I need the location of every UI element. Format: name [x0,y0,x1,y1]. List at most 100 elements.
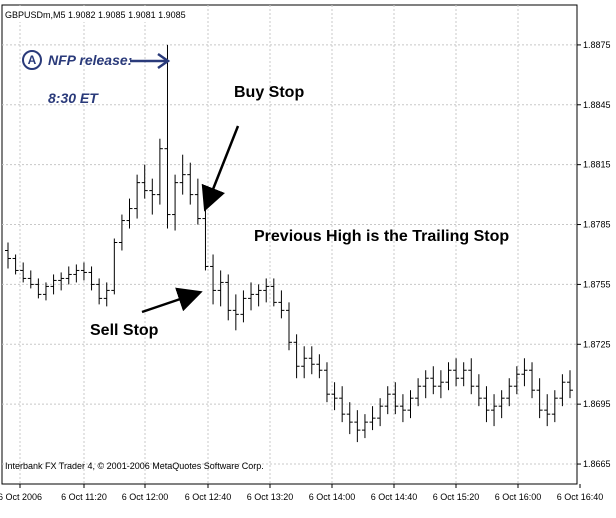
ohlc-bar [551,390,558,423]
ohlc-bar [217,270,224,307]
ohlc-bar [164,44,171,229]
x-tick-label: 6 Oct 16:00 [495,492,542,502]
ohlc-bar [399,394,406,423]
plot-frame [1,4,578,485]
ohlc-bar [134,174,141,219]
ohlc-bar [286,302,292,351]
chart-footer: Interbank FX Trader 4, © 2001-2006 MetaQ… [5,461,264,471]
ohlc-bar [118,214,125,251]
ohlc-bar [354,410,361,443]
trailing-stop-label: Previous High is the Trailing Stop [254,228,510,245]
x-tick-label: 6 Oct 12:00 [122,492,169,502]
ohlc-bar [5,242,11,269]
ohlc-bar [255,284,262,307]
ohlc-bar [187,162,194,205]
ohlc-bar [339,386,346,423]
ohlc-bar [149,178,156,215]
x-tick-label: 6 Oct 12:40 [185,492,232,502]
marker-a-icon: A [22,50,42,70]
ohlc-bar [301,346,308,379]
nfp-arrow-head-icon [157,52,171,70]
x-tick-label: 6 Oct 14:00 [309,492,356,502]
ohlc-bar [88,266,95,291]
ohlc-bar [172,174,179,231]
ohlc-bar [80,262,87,281]
ohlc-bar [232,294,239,331]
ohlc-bar [468,358,475,395]
ohlc-bar [460,362,467,387]
ohlc-bar [308,346,315,375]
y-tick-label: 1.8785 [583,220,611,230]
ohlc-bar [475,374,482,407]
chart-header: GBPUSDm,M5 1.9082 1.9085 1.9081 1.9085 [5,10,186,20]
ohlc-bar [430,366,437,395]
ohlc-bar [415,378,422,407]
ohlc-bar [202,206,209,271]
ohlc-bar [96,278,103,305]
ohlc-bar [35,278,42,299]
y-tick-label: 1.8695 [583,399,611,409]
ohlc-bar [407,390,414,419]
buy-stop-label: Buy Stop [234,84,305,101]
nfp-time-label: 8:30 ET [48,90,98,106]
ohlc-bar [323,362,330,403]
y-tick-label: 1.8665 [583,459,611,469]
ohlc-bar [58,272,65,291]
ohlc-bar [225,274,232,321]
ohlc-bar [65,266,72,285]
y-tick-label: 1.8815 [583,160,611,170]
ohlc-bar [529,362,536,399]
ohlc-bar [422,370,429,399]
x-tick-label: 6 Oct 2006 [0,492,42,502]
ohlc-bar [194,178,201,225]
x-tick-label: 6 Oct 14:40 [371,492,418,502]
y-tick-label: 1.8875 [583,40,611,50]
x-tick-label: 6 Oct 13:20 [247,492,294,502]
ohlc-bar [179,154,186,195]
ohlc-bar [544,394,551,427]
ohlc-bar [103,282,110,307]
ohlc-bar [20,262,27,283]
ohlc-bar [42,282,49,301]
ohlc-bar [27,270,34,289]
ohlc-bar [491,394,498,427]
ohlc-bar [369,406,376,431]
ohlc-bar [73,264,80,283]
ohlc-bar [498,390,505,419]
ohlc-bar [293,334,300,379]
ohlc-bar [210,254,217,305]
ohlc-bar [316,354,323,379]
ohlc-bar [346,402,353,435]
ohlc-bar [263,278,270,303]
ohlc-bar [240,290,247,323]
ohlc-bar [567,370,573,399]
ohlc-bar [156,138,163,205]
buy-stop-arrow-icon [201,125,240,212]
ohlc-bar [483,386,490,423]
sell-stop-arrow-icon [141,287,203,314]
x-tick-label: 6 Oct 11:20 [61,492,107,502]
nfp-release-label: NFP release: [48,52,133,68]
ohlc-bar [453,358,460,387]
ohlc-bar [377,398,384,427]
ohlc-bar [270,278,277,307]
ohlc-bar [392,382,399,415]
ohlc-bar [536,378,543,419]
ohlc-bar [248,282,255,311]
ohlc-bar [361,414,368,439]
ohlc-bar [141,164,148,199]
header-bg [3,6,193,22]
marker-letter: A [27,53,37,67]
x-tick-label: 6 Oct 15:20 [433,492,480,502]
x-tick-label: 6 Oct 16:40 [557,492,604,502]
ohlc-bar [111,238,118,295]
ohlc-bar [513,366,520,395]
ohlc-bar [50,274,57,295]
ohlc-bar [445,362,452,391]
y-tick-label: 1.8725 [583,339,611,349]
ohlc-bar [559,374,566,407]
y-tick-label: 1.8845 [583,100,611,110]
ohlc-bar [278,290,285,319]
ohlc-bar [12,254,19,275]
ohlc-bar [437,370,444,399]
